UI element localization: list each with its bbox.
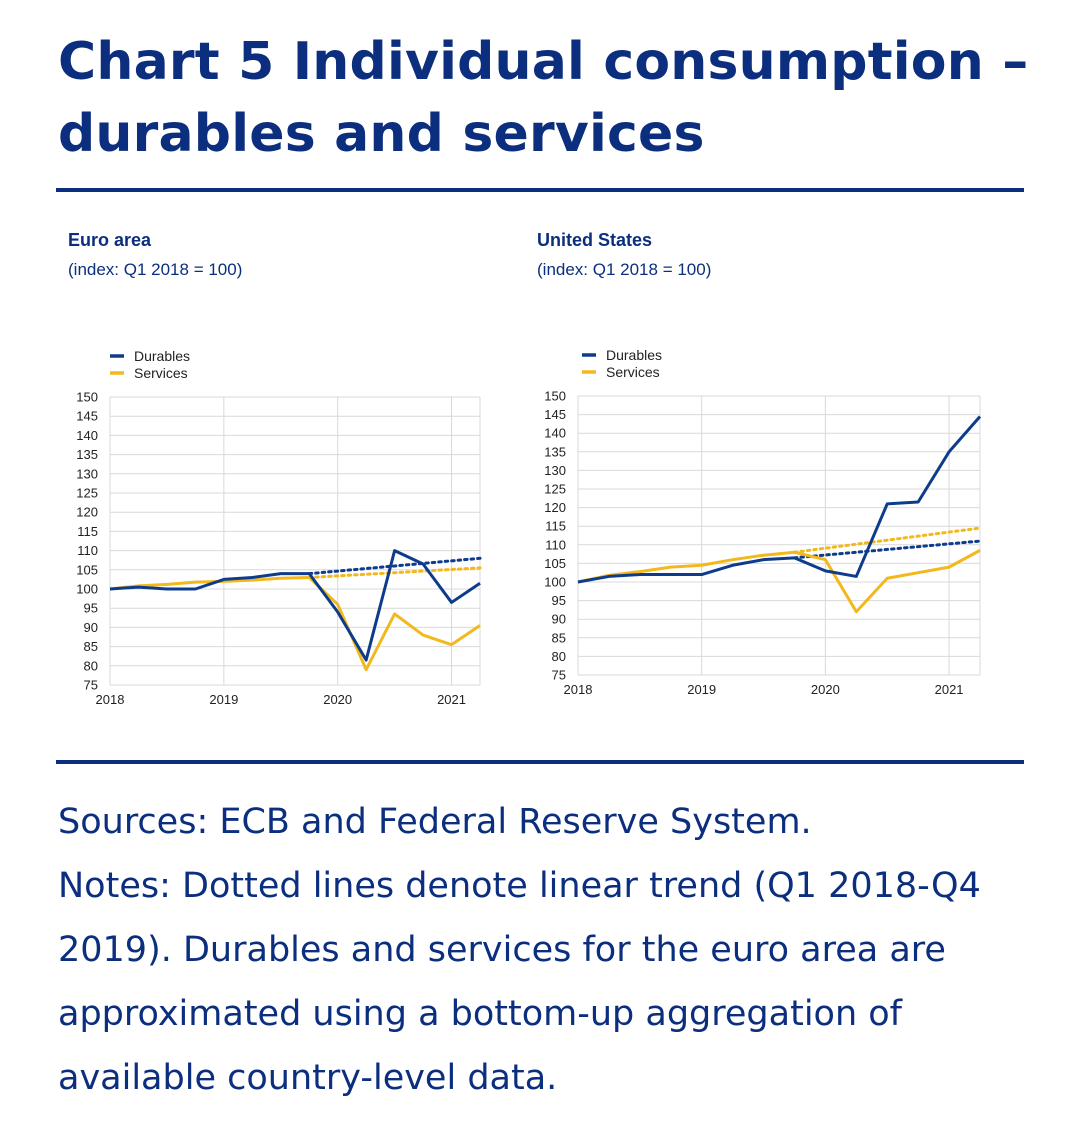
y-tick-label: 75 [84,678,98,693]
page-title: Chart 5 Individual consumption – durable… [58,32,1029,164]
y-tick-label: 140 [544,426,566,441]
y-tick-label: 85 [84,639,98,654]
panel-subtitle-united-states: (index: Q1 2018 = 100) [537,260,712,279]
y-tick-label: 80 [552,649,566,664]
y-tick-label: 150 [544,389,566,404]
x-tick-label: 2021 [935,682,964,697]
x-tick-label: 2019 [209,692,238,707]
y-tick-label: 135 [76,447,98,462]
x-tick-label: 2018 [96,692,125,707]
x-tick-label: 2019 [687,682,716,697]
legend-label-services: Services [606,364,660,380]
x-tick-label: 2021 [437,692,466,707]
y-tick-label: 120 [76,505,98,520]
y-tick-label: 80 [84,658,98,673]
charts-canvas: 75 80 85 90 95 100 105 110 115 120 125 130 135 140 145… [76,347,982,707]
y-tick-label: 125 [76,486,98,501]
y-tick-label: 115 [545,519,566,534]
y-tick-label: 140 [76,428,98,443]
bottom-divider [56,760,1024,764]
series-line-services [109,575,481,672]
y-tick-label: 75 [552,668,566,683]
panel-title-euro-area: Euro area [68,230,152,250]
y-tick-label: 110 [545,537,566,552]
y-tick-label: 105 [76,562,98,577]
y-tick-label: 90 [552,612,566,627]
y-tick-label: 95 [552,593,566,608]
y-tick-label: 130 [76,466,98,481]
trend-line-services-trend [307,566,482,579]
footnotes: Sources: ECB and Federal Reserve System.… [58,790,1048,1110]
top-divider [56,188,1024,192]
legend-label-services: Services [134,365,188,381]
series-line-services [577,549,981,614]
x-tick-label: 2020 [811,682,840,697]
y-tick-label: 90 [84,620,98,635]
legend-label-durables: Durables [606,347,662,363]
trend-line-services-trend [792,526,982,554]
y-tick-label: 120 [544,500,566,515]
legend-label-durables: Durables [134,348,190,364]
panel-subtitle-euro-area: (index: Q1 2018 = 100) [68,260,243,279]
trend-line-durables-trend [792,539,982,560]
y-tick-label: 135 [544,444,566,459]
y-tick-label: 145 [544,407,566,422]
y-tick-label: 125 [544,482,566,497]
y-tick-label: 100 [544,575,566,590]
x-tick-label: 2020 [323,692,352,707]
series-line-durables [577,415,982,584]
notes-text: Notes: Dotted lines denote linear trend … [58,866,981,1098]
y-tick-label: 115 [77,524,98,539]
x-tick-label: 2018 [564,682,593,697]
sources-text: Sources: ECB and Federal Reserve System. [58,802,812,842]
y-tick-label: 150 [76,390,98,405]
trend-line-durables-trend [307,556,482,576]
y-tick-label: 95 [84,601,98,616]
series-line-durables [109,549,481,662]
panel-title-united-states: United States [537,230,653,250]
y-tick-label: 85 [552,630,566,645]
y-tick-label: 145 [76,409,98,424]
y-tick-label: 100 [76,582,98,597]
y-tick-label: 105 [544,556,566,571]
y-tick-label: 130 [544,463,566,478]
y-tick-label: 110 [77,543,98,558]
